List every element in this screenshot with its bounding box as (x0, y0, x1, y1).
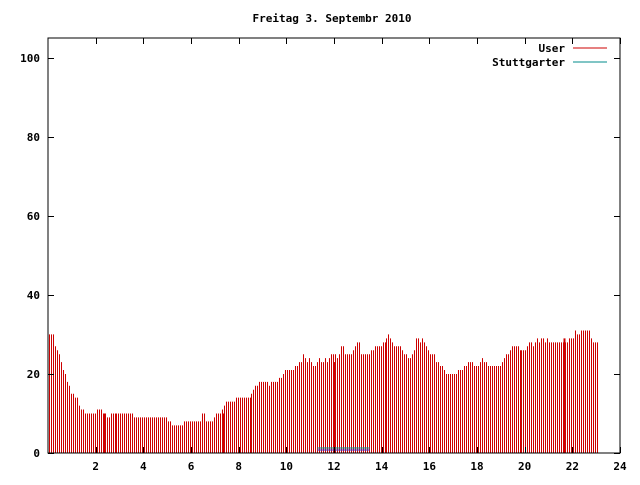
x-tick-label: 4 (140, 460, 147, 473)
x-tick-label: 2 (92, 460, 99, 473)
x-tick-label: 10 (280, 460, 293, 473)
x-tick-label: 8 (235, 460, 242, 473)
x-tick-label: 12 (327, 460, 340, 473)
x-tick-label: 20 (518, 460, 531, 473)
stuttgarter-layer (317, 447, 370, 451)
x-tick-label: 22 (566, 460, 579, 473)
y-tick-label: 20 (27, 368, 40, 381)
y-tick-label: 100 (20, 52, 40, 65)
y-tick-label: 0 (33, 447, 40, 460)
legend-label-stuttgarter: Stuttgarter (492, 56, 565, 69)
x-tick-label: 6 (188, 460, 195, 473)
y-tick-label: 40 (27, 289, 40, 302)
legend: User Stuttgarter (492, 42, 607, 69)
legend-label-user: User (539, 42, 566, 55)
x-tick-label: 14 (375, 460, 389, 473)
bars-layer (49, 330, 598, 453)
x-tick-label: 16 (423, 460, 437, 473)
x-tick-label: 18 (470, 460, 483, 473)
y-tick-label: 60 (27, 210, 40, 223)
chart-title: Freitag 3. Septembr 2010 (253, 12, 412, 25)
x-tick-label: 24 (613, 460, 627, 473)
y-tick-label: 80 (27, 131, 40, 144)
